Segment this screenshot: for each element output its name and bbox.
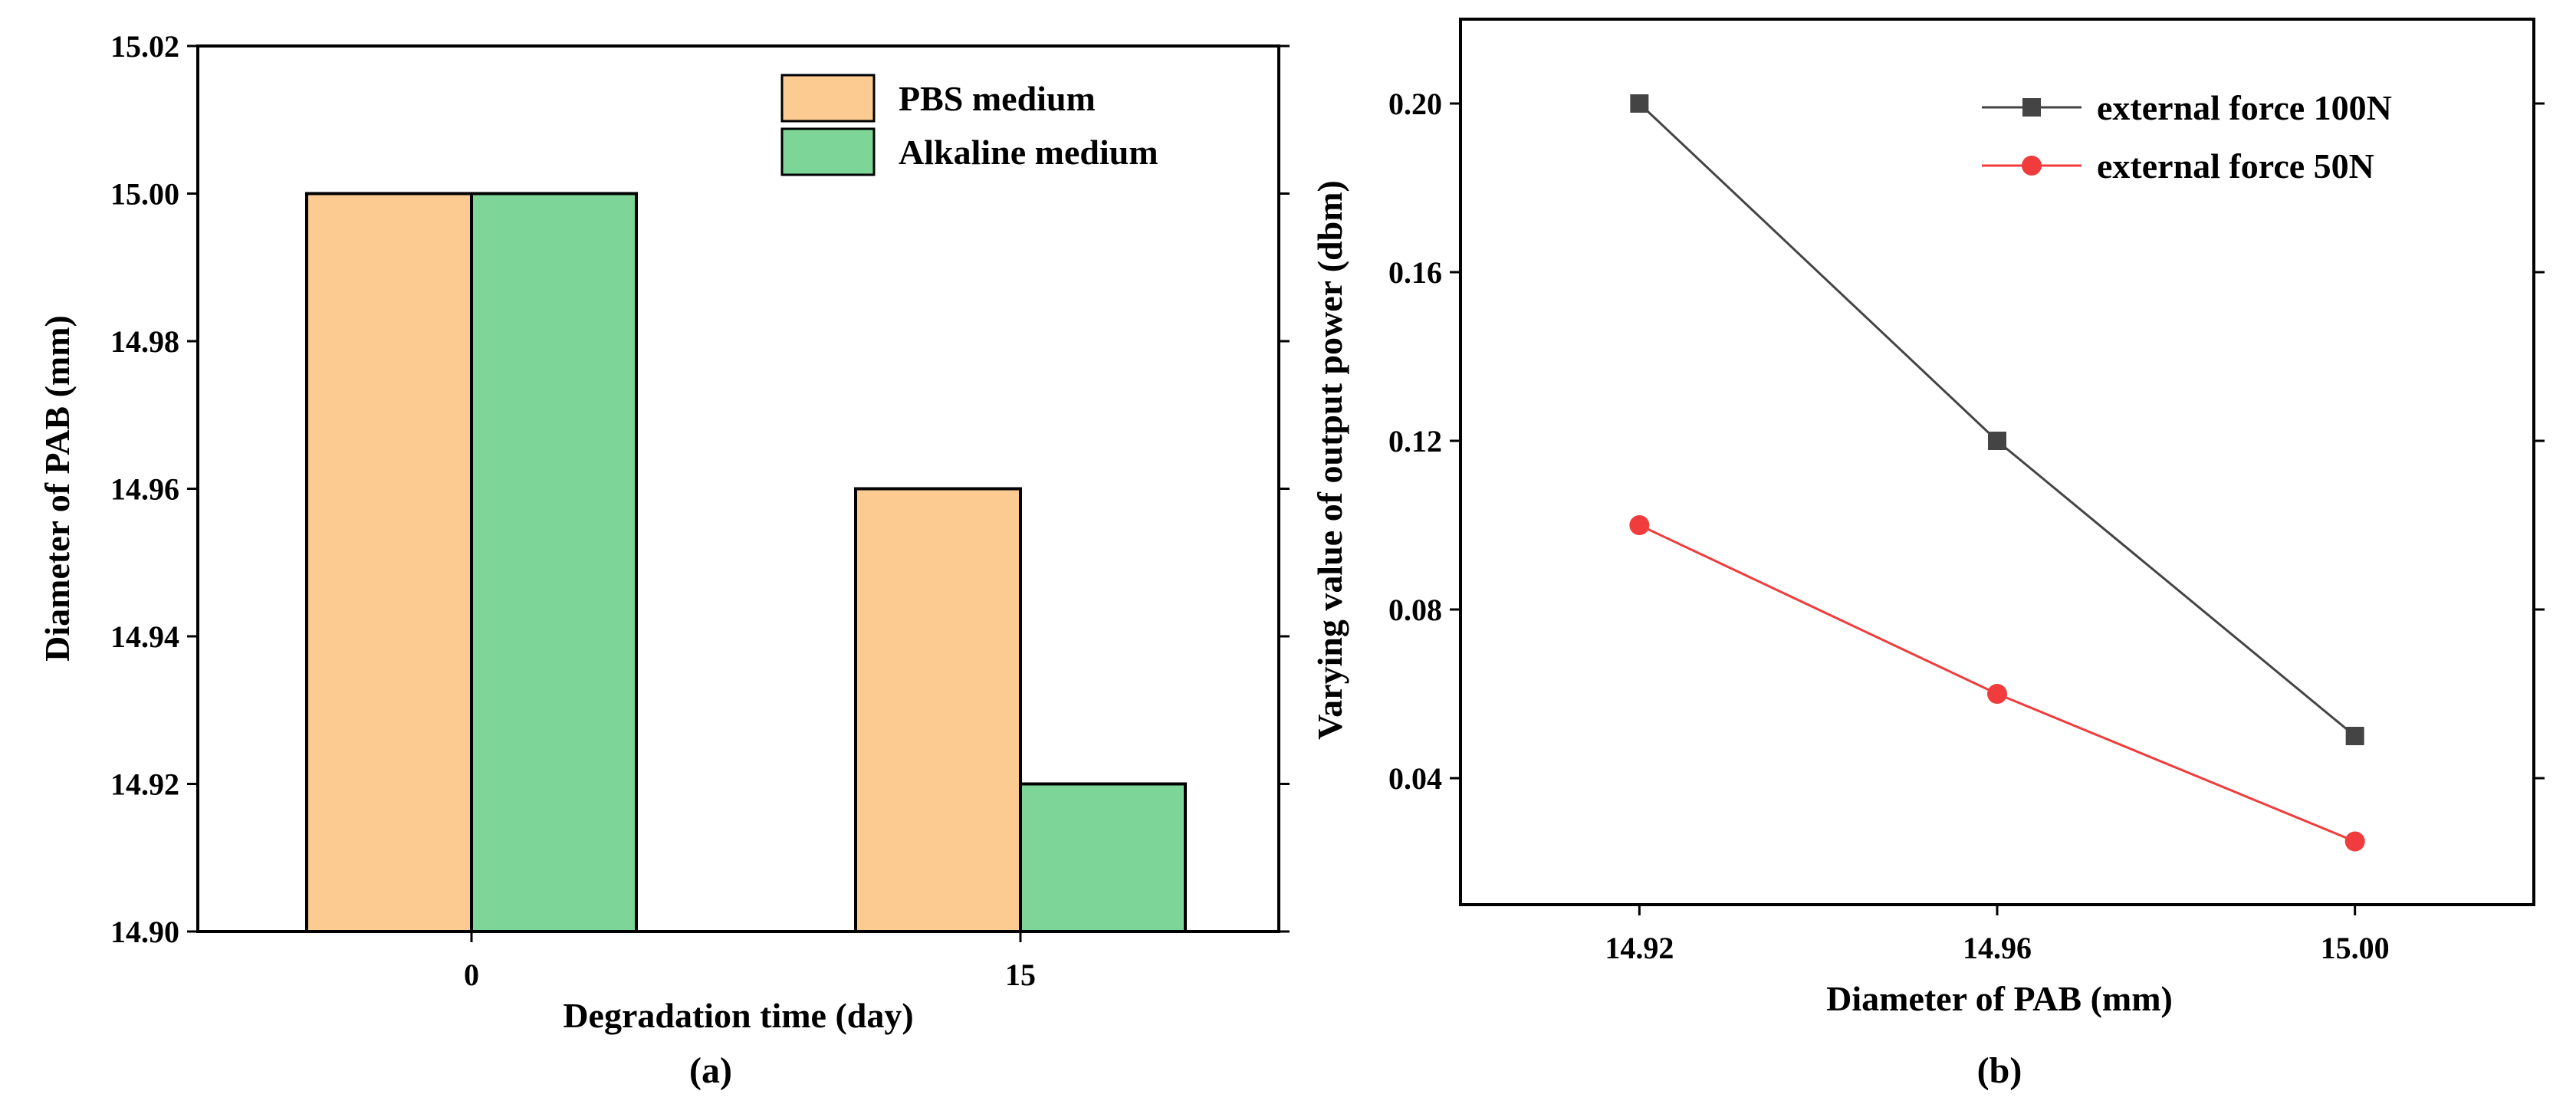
legend-label-a: Alkaline medium — [899, 133, 1158, 172]
legend-marker-b — [2022, 98, 2041, 117]
y-tick-label-b: 0.04 — [1388, 761, 1442, 796]
legend-label-b: external force 100N — [2097, 88, 2392, 127]
panel-label-b: (b) — [1977, 1050, 2022, 1091]
bar-chart-degradation: 14.90 14.92 14.94 14.96 14.98 15.00 15.02 0 15 D… — [38, 29, 1290, 1091]
x-tick-label-a: 0 — [464, 958, 479, 992]
y-tick-label-a: 15.00 — [110, 177, 179, 212]
data-point-100n — [1988, 432, 2006, 450]
legend-a: PBS medium Alkaline medium — [780, 74, 1158, 176]
y-tick-label-a: 14.92 — [110, 767, 179, 802]
y-tick-label-a: 14.94 — [110, 619, 179, 654]
x-axis-title-b: Diameter of PAB (mm) — [1826, 979, 2173, 1018]
y-tick-label-b: 0.08 — [1388, 593, 1442, 627]
legend-swatch-a — [780, 74, 876, 123]
line-chart-output-power: 0.04 0.08 0.12 0.16 0.20 14.92 14.96 15.00 Diam… — [1310, 18, 2545, 1091]
panel-label-a: (a) — [689, 1050, 732, 1091]
data-point-50n — [1629, 515, 1650, 535]
y-tick-label-a: 14.90 — [110, 915, 179, 949]
y-axis-title-b: Varying value of output power (dbm) — [1310, 180, 1349, 740]
y-tick-label-a: 15.02 — [110, 29, 179, 64]
plot-frame-b — [1459, 18, 2535, 906]
x-tick-label-b: 14.92 — [1605, 931, 1674, 965]
series-line-50n — [1638, 524, 2356, 843]
bar-pbs-day-15 — [854, 487, 1022, 933]
plot-frame-a — [196, 44, 1280, 933]
y-tick-label-b: 0.20 — [1388, 87, 1442, 121]
y-tick-label-a: 14.98 — [110, 324, 179, 359]
legend-label-b: external force 50N — [2097, 146, 2374, 186]
data-point-50n — [1987, 684, 2007, 704]
x-tick-label-a: 15 — [1005, 958, 1036, 992]
series-line-100n — [1638, 102, 2356, 738]
legend-label-a: PBS medium — [899, 79, 1096, 118]
y-tick-label-b: 0.16 — [1388, 255, 1442, 290]
x-tick-label-b: 14.96 — [1963, 931, 2032, 965]
y-axis-title-a: Diameter of PAB (mm) — [38, 315, 77, 662]
bar-alkaline-day-0 — [470, 192, 638, 933]
legend-marker-b — [2022, 156, 2042, 176]
data-point-50n — [2344, 831, 2365, 852]
legend-swatch-a — [780, 127, 876, 176]
bar-alkaline-day-15 — [1019, 782, 1187, 933]
data-point-100n — [2345, 727, 2364, 745]
y-tick-label-b: 0.12 — [1388, 424, 1442, 458]
x-tick-label-b: 15.00 — [2321, 931, 2390, 965]
x-axis-title-a: Degradation time (day) — [563, 996, 913, 1035]
legend-b: external force 100N external force 50N — [1982, 88, 2392, 186]
data-point-100n — [1630, 94, 1649, 113]
y-tick-label-a: 14.96 — [110, 472, 179, 507]
bar-pbs-day-0 — [305, 192, 473, 933]
